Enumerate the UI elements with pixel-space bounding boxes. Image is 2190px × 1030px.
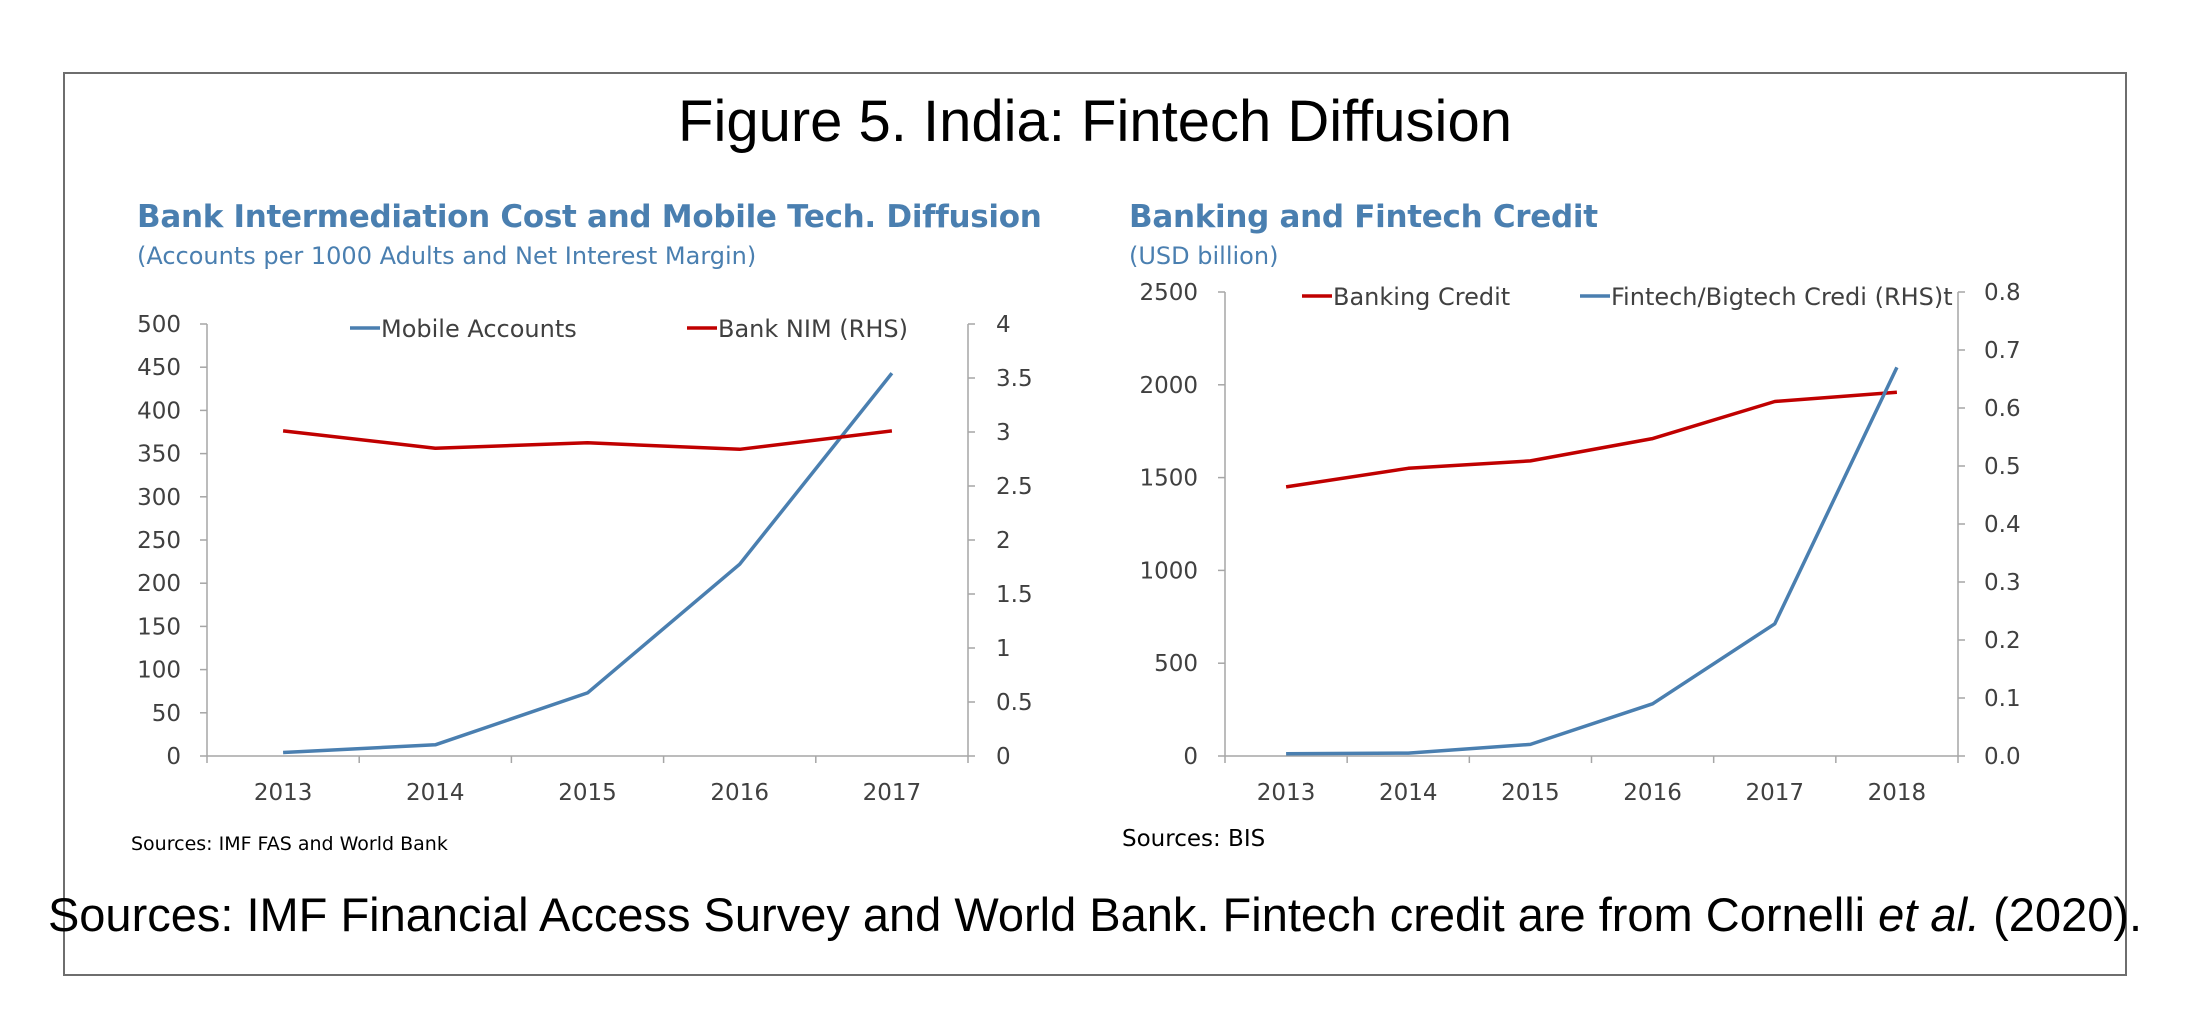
right-tick-label: 0.8 — [1984, 280, 2021, 306]
right-chart-title: Banking and Fintech Credit — [1129, 199, 1598, 235]
left-tick-label: 0 — [1183, 744, 1198, 770]
legend-label: Fintech/Bigtech Credi (RHS)t — [1611, 283, 1953, 311]
x-tick-label: 2015 — [1501, 780, 1560, 806]
left-tick-label: 450 — [137, 355, 181, 381]
figure-frame — [63, 72, 2127, 976]
right-tick-label: 1.5 — [996, 582, 1033, 608]
footer-text: Sources: IMF Financial Access Survey and… — [47, 888, 1879, 941]
legend-label: Bank NIM (RHS) — [718, 315, 908, 343]
left-tick-label: 400 — [137, 398, 181, 424]
right-tick-label: 1 — [996, 636, 1011, 662]
left-tick-label: 500 — [137, 312, 181, 338]
right-tick-label: 3.5 — [996, 366, 1033, 392]
left-tick-label: 350 — [137, 442, 181, 468]
right-tick-label: 0.2 — [1984, 628, 2021, 654]
x-tick-label: 2018 — [1868, 780, 1927, 806]
left-tick-label: 500 — [1154, 651, 1198, 677]
right-tick-label: 0.5 — [996, 690, 1033, 716]
x-tick-label: 2015 — [558, 780, 617, 806]
left-tick-label: 1000 — [1139, 558, 1198, 584]
footer-end: (2020). — [1980, 888, 2143, 941]
legend-label: Mobile Accounts — [381, 315, 577, 343]
right-tick-label: 2.5 — [996, 474, 1033, 500]
left-tick-label: 300 — [137, 485, 181, 511]
left-tick-label: 1500 — [1139, 466, 1198, 492]
x-tick-label: 2017 — [863, 780, 922, 806]
figure-title: Figure 5. India: Fintech Diffusion — [678, 89, 1512, 154]
left-tick-label: 0 — [166, 744, 181, 770]
series-line-banking-credit — [1285, 390, 1898, 489]
left-tick-label: 2000 — [1139, 373, 1198, 399]
series-line-bank-nim-rhs- — [282, 429, 893, 452]
left-chart-title: Bank Intermediation Cost and Mobile Tech… — [137, 199, 1042, 235]
right-tick-label: 0.6 — [1984, 396, 2021, 422]
left-chart-subtitle: (Accounts per 1000 Adults and Net Intere… — [137, 242, 757, 270]
right-tick-label: 0.4 — [1984, 512, 2021, 538]
left-chart-source: Sources: IMF FAS and World Bank — [131, 833, 448, 855]
series-line-fintech-bigtech-credi-rhs-t — [1286, 366, 1899, 756]
left-tick-label: 2500 — [1139, 280, 1198, 306]
left-tick-label: 50 — [152, 701, 181, 727]
series-line-mobile-accounts — [283, 372, 894, 755]
footer-sources: Sources: IMF Financial Access Survey and… — [0, 887, 2190, 942]
x-tick-label: 2016 — [1623, 780, 1682, 806]
x-tick-label: 2016 — [710, 780, 769, 806]
x-tick-label: 2013 — [254, 780, 313, 806]
left-tick-label: 100 — [137, 658, 181, 684]
x-tick-label: 2017 — [1745, 780, 1804, 806]
x-tick-label: 2014 — [406, 780, 465, 806]
left-tick-label: 250 — [137, 528, 181, 554]
right-tick-label: 0.3 — [1984, 570, 2021, 596]
right-tick-label: 4 — [996, 312, 1011, 338]
right-tick-label: 3 — [996, 420, 1011, 446]
left-tick-label: 200 — [137, 571, 181, 597]
footer-italic: et al. — [1878, 888, 1981, 941]
left-tick-label: 150 — [137, 614, 181, 640]
right-chart-source: Sources: BIS — [1122, 826, 1266, 852]
right-chart-subtitle: (USD billion) — [1129, 242, 1279, 270]
right-tick-label: 0.0 — [1984, 744, 2021, 770]
x-tick-label: 2014 — [1379, 780, 1438, 806]
right-tick-label: 2 — [996, 528, 1011, 554]
x-tick-label: 2013 — [1257, 780, 1316, 806]
right-tick-label: 0.7 — [1984, 338, 2021, 364]
right-tick-label: 0.5 — [1984, 454, 2021, 480]
legend-label: Banking Credit — [1333, 283, 1510, 311]
right-tick-label: 0 — [996, 744, 1011, 770]
right-tick-label: 0.1 — [1984, 686, 2021, 712]
